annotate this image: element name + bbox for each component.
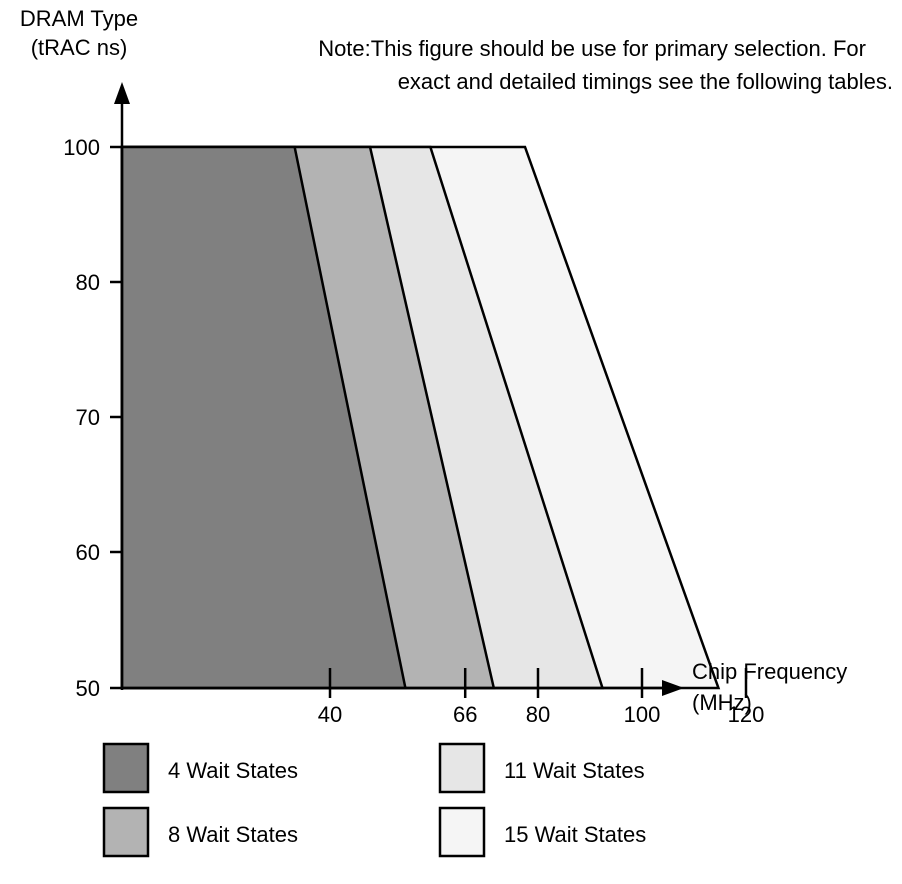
legend: 4 Wait States 8 Wait States 11 Wait States… (102, 742, 646, 858)
legend-label-8-wait-states: 8 Wait States (168, 822, 298, 847)
x-tick-label: 40 (318, 702, 342, 727)
y-tick-label: 70 (76, 405, 100, 430)
note-line-1: Note:This figure should be use for prima… (318, 36, 866, 61)
legend-swatch-4-wait-states (102, 742, 150, 794)
x-axis-arrow (662, 680, 684, 696)
legend-swatch-8-wait-states (102, 806, 150, 858)
y-tick-label: 100 (63, 135, 100, 160)
note-line-2: exact and detailed timings see the follo… (398, 69, 893, 94)
y-axis-arrow (114, 82, 130, 104)
x-axis-label-line-2: (MHz) (692, 690, 752, 715)
x-ticks: 40 66 80 100 120 (318, 668, 765, 727)
axes (114, 82, 684, 696)
y-tick-label: 60 (76, 540, 100, 565)
x-tick-label: 80 (526, 702, 550, 727)
x-tick-label: 100 (624, 702, 661, 727)
x-axis-label-line-1: Chip Frequency (692, 659, 847, 684)
legend-label-4-wait-states: 4 Wait States (168, 758, 298, 783)
legend-label-11-wait-states: 11 Wait States (504, 758, 645, 783)
y-tick-label: 50 (76, 676, 100, 701)
y-tick-label: 80 (76, 270, 100, 295)
y-ticks: 100 80 70 60 50 (63, 135, 122, 701)
legend-label-15-wait-states: 15 Wait States (504, 822, 646, 847)
x-tick-label: 66 (453, 702, 477, 727)
legend-swatch-11-wait-states (438, 742, 486, 794)
y-axis-label-line-2: (tRAC ns) (31, 35, 128, 60)
wait-state-regions (120, 145, 721, 690)
y-axis-label-line-1: DRAM Type (20, 6, 138, 31)
legend-swatch-15-wait-states (438, 806, 486, 858)
x-tick-label: 120 (728, 702, 765, 727)
